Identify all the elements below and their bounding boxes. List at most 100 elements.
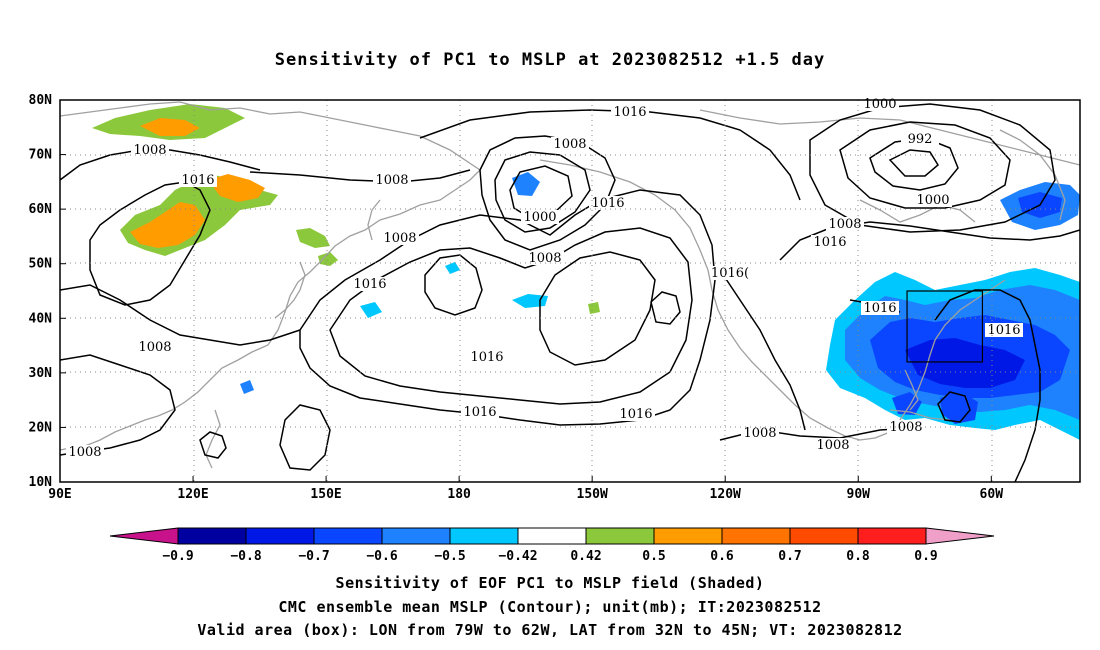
figure-title: Sensitivity of PC1 to MSLP at 2023082512… (274, 50, 826, 70)
contour-na-1016 (779, 221, 1080, 261)
colorbar-tick-label: 0.9 (914, 549, 937, 564)
colorbar-tick-label: 0.42 (570, 549, 601, 564)
shade-neg-caribbean (940, 392, 978, 424)
caption-line-1: Sensitivity of EOF PC1 to MSLP field (Sh… (335, 574, 765, 592)
contour-label: 1016 (470, 350, 503, 365)
contour-label: 1008 (553, 137, 586, 152)
lon-label: 150E (310, 487, 341, 502)
contour-label-bg (179, 173, 217, 187)
contour-na-low-mid (839, 121, 1011, 209)
contour-pacific-high-outer (299, 189, 716, 426)
contour-label: 1016 (181, 173, 214, 188)
contour-label: 1016 (863, 301, 896, 316)
contour-label-bg (66, 445, 104, 459)
lat-label: 20N (29, 420, 53, 435)
map-frame (59, 99, 1081, 483)
lat-label: 30N (29, 366, 53, 381)
colorbar-tick-label: −0.9 (162, 549, 193, 564)
shade-neg-atlantic-core (905, 338, 1025, 388)
lat-label: 40N (29, 311, 53, 326)
shade-neg-pacific-2 (445, 262, 460, 274)
contour-label: 1008 (528, 251, 561, 266)
contour-label-bg (461, 405, 499, 419)
contour-label: 1008 (816, 438, 849, 453)
coast-florida (904, 369, 919, 411)
colorbar-tick-label: 0.5 (642, 549, 665, 564)
colorbar-segment (449, 527, 519, 545)
contour-label-bg (526, 251, 564, 265)
contour-label-bg (861, 301, 899, 315)
colorbar-tick-label: −0.7 (298, 549, 329, 564)
contour-label-bg (611, 105, 649, 119)
contour-label: 1008 (133, 143, 166, 158)
contour-asia-1016-a (89, 181, 211, 306)
contour-label: 992 (908, 132, 933, 147)
contour-taiwan-low (199, 431, 227, 459)
colorbar-high-extend (925, 527, 995, 545)
latitude-labels: 80N 70N 60N 50N 40N 30N 20N 10N (29, 93, 66, 490)
contour-label: 1000 (523, 210, 556, 225)
colorbar-segment (857, 527, 927, 545)
contour-westpac-loop (279, 404, 331, 471)
coast-asia-north (60, 101, 481, 171)
colorbar-segment (381, 527, 451, 545)
contour-label: 1000 (916, 193, 949, 208)
shade-positive-sakhalin (296, 228, 330, 248)
contour-label: 1016( (711, 266, 749, 281)
shade-orange-siberia (140, 118, 200, 136)
colorbar-low-extend (109, 527, 179, 545)
map-grid (60, 100, 1080, 482)
shade-neg-pacific-3 (360, 302, 382, 318)
contour-gulf-loop (937, 391, 971, 423)
contour-label: 1008 (743, 426, 776, 441)
lon-label: 90E (48, 487, 71, 502)
contour-label-bg (136, 340, 174, 354)
caption-line-3: Valid area (box): LON from 79W to 62W, L… (197, 621, 903, 639)
coast-alaska (539, 159, 1006, 441)
contour-label-bg (373, 173, 411, 187)
contour-label-bg (914, 193, 952, 207)
colorbar-tick-label: 0.6 (710, 549, 734, 564)
colorbar-segment (313, 527, 383, 545)
contour-label-bg (826, 217, 864, 231)
coast-hudson (859, 199, 976, 223)
contour-label: 1008 (828, 217, 861, 232)
colorbar-segment (721, 527, 791, 545)
contour-label: 1016 (613, 105, 646, 120)
contour-pacific-high-inner-w (424, 254, 483, 316)
colorbar-segment (789, 527, 859, 545)
colorbar-tick-label: 0.8 (846, 549, 870, 564)
shade-neg-bering (512, 172, 540, 196)
contour-label-bg (617, 407, 655, 421)
coast-greenland (999, 129, 1066, 221)
contour-label-bg (381, 231, 419, 245)
lon-label: 120W (710, 487, 741, 502)
contour-label-bg (741, 426, 779, 440)
colorbar-segment (177, 527, 247, 545)
contour-bering-low-inner (509, 165, 573, 219)
contour-label-bg (589, 196, 627, 210)
coast-cuba (889, 409, 951, 421)
coast-kamchatka (367, 199, 381, 241)
coastlines (60, 101, 1080, 469)
valid-area-box (906, 290, 984, 363)
contour-asia-1008-c (60, 354, 176, 456)
colorbar-segment (245, 527, 315, 545)
coast-philippines (205, 409, 221, 469)
contour-label: 1008 (375, 173, 408, 188)
lon-label: 60W (980, 487, 1004, 502)
contour-label: 1016 (591, 196, 624, 211)
shade-positive-hokkaido (318, 252, 338, 266)
colorbar-segment (517, 527, 587, 545)
contour-label: 1016 (463, 405, 496, 420)
contour-label: 1016 (987, 323, 1020, 338)
lat-label: 60N (29, 202, 53, 217)
shade-orange-mongolia (130, 202, 205, 248)
shade-pos-pacific-5 (588, 302, 600, 314)
contour-label-bg (351, 277, 389, 291)
coast-asia-east (60, 169, 481, 451)
colorbar-tick-label: −0.5 (434, 549, 465, 564)
lat-label: 80N (29, 93, 53, 108)
contour-labels: 1016 1008 1008 1016 1008 1008 1000 1016 1008 1016… (66, 97, 1023, 460)
